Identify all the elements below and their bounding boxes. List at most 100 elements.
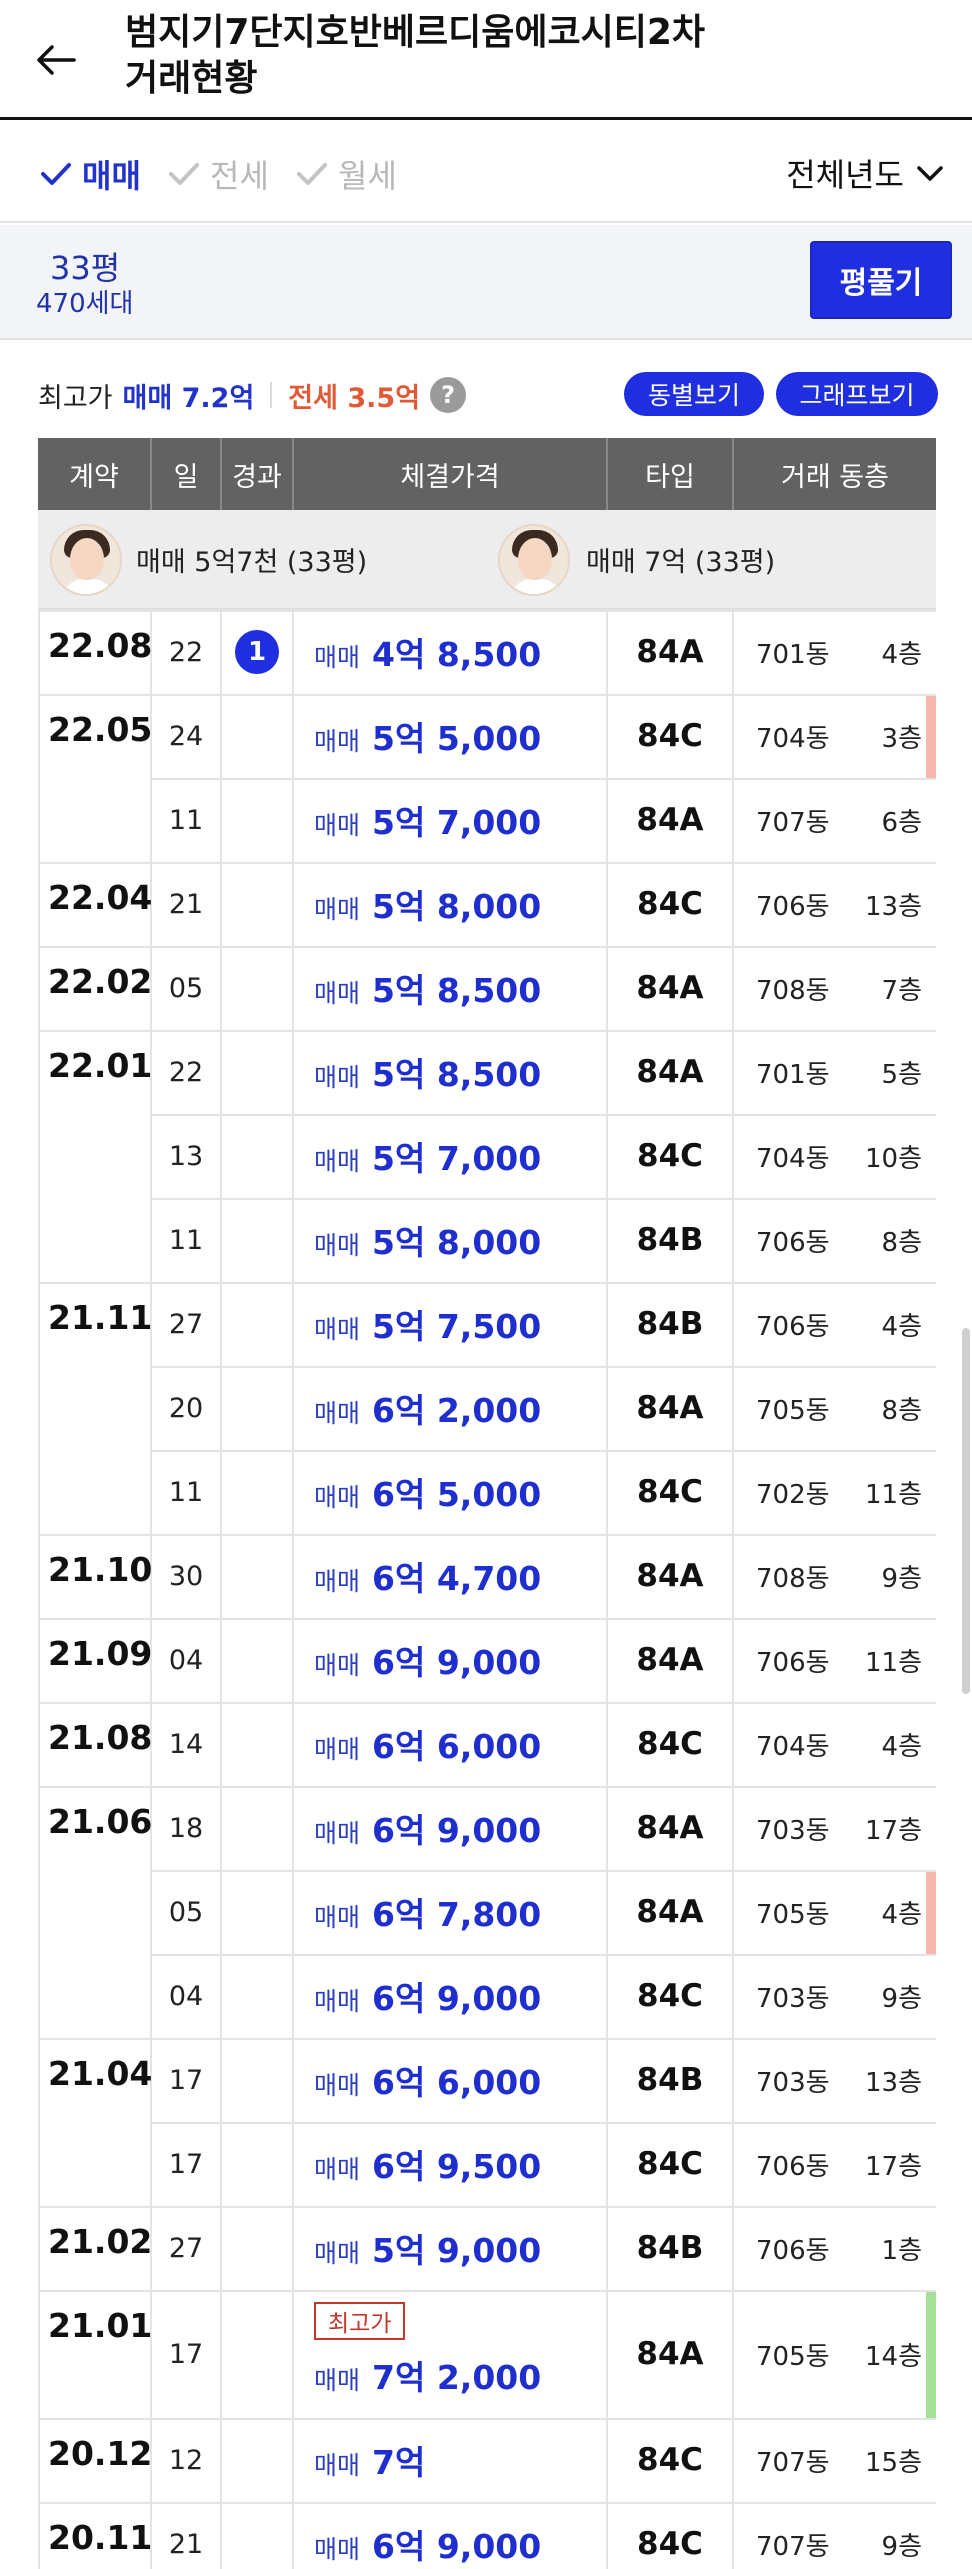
dong: 706동 — [756, 1311, 830, 1342]
table-row[interactable]: 21.08 14 매매 6억 6,000 84C 704동 4층 — [38, 1702, 936, 1786]
price-cell: 매매 6억 6,000 — [294, 1702, 608, 1786]
scrollbar-thumb[interactable] — [962, 1328, 970, 1694]
price-value: 5억 8,500 — [372, 971, 542, 1010]
graph-view-button[interactable]: 그래프보기 — [776, 372, 938, 416]
table-row[interactable]: 22.02 05 매매 5억 8,500 84A 708동 7층 — [38, 946, 936, 1030]
contract-month: 22.01 — [38, 1030, 152, 1114]
row-divider — [38, 2290, 936, 2292]
elapsed-cell — [222, 778, 294, 862]
tab-sale[interactable]: 매매 — [38, 151, 141, 197]
price-cell: 매매 6억 5,000 — [294, 1450, 608, 1534]
tab-jeonse[interactable]: 전세 — [166, 151, 269, 197]
elapsed-cell — [222, 1366, 294, 1450]
table-row[interactable]: 21.10 30 매매 6억 4,700 84A 708동 9층 — [38, 1534, 936, 1618]
avatar-body — [506, 578, 566, 594]
unit-type: 84C — [608, 2122, 734, 2206]
price-group: 매매 5억 8,500 — [314, 1048, 541, 1096]
table-row[interactable]: 13 매매 5억 7,000 84C 704동 10층 — [38, 1114, 936, 1198]
table-row[interactable]: 17 매매 6억 9,500 84C 706동 17층 — [38, 2122, 936, 2206]
unit-type: 84C — [608, 862, 734, 946]
table-left-border — [38, 1954, 40, 2038]
price-cell: 매매 7억 — [294, 2418, 608, 2502]
row-divider — [38, 862, 936, 864]
avatar — [50, 524, 122, 596]
price-group: 매매 6억 9,000 — [314, 1636, 541, 1684]
help-icon[interactable]: ? — [430, 377, 467, 413]
table-row[interactable]: 05 매매 6억 7,800 84A 705동 4층 — [38, 1870, 936, 1954]
pyeong-toggle-button[interactable]: 평풀기 — [810, 241, 952, 319]
unit-type: 84B — [608, 1198, 734, 1282]
col-type: 타입 — [608, 438, 734, 510]
price-cell: 매매 6억 2,000 — [294, 1366, 608, 1450]
dong-floor-cell: 706동 11층 — [734, 1618, 936, 1702]
by-dong-button[interactable]: 동별보기 — [624, 372, 764, 416]
contract-month — [38, 1450, 152, 1534]
elapsed-cell — [222, 1282, 294, 1366]
contract-month: 22.05 — [38, 694, 152, 778]
check-icon — [297, 163, 327, 185]
table-row[interactable]: 21.04 17 매매 6억 6,000 84B 703동 13층 — [38, 2038, 936, 2122]
table-row[interactable]: 22.04 21 매매 5억 8,000 84C 706동 13층 — [38, 862, 936, 946]
back-button[interactable] — [32, 30, 92, 90]
contract-day: 17 — [152, 2290, 222, 2418]
dong-floor-cell: 702동 11층 — [734, 1450, 936, 1534]
row-divider — [152, 2122, 936, 2124]
contract-day: 05 — [152, 946, 222, 1030]
table-row[interactable]: 21.06 18 매매 6억 9,000 84A 703동 17층 — [38, 1786, 936, 1870]
check-icon — [41, 163, 71, 185]
price-group: 매매 5억 7,500 — [314, 1300, 541, 1348]
dong-floor-cell: 706동 4층 — [734, 1282, 936, 1366]
unit-type: 84A — [608, 1366, 734, 1450]
table-row[interactable]: 21.01 17 최고가 매매 7억 2,000 84A 705동 14층 — [38, 2290, 936, 2418]
tab-sale-label: 매매 — [82, 157, 141, 195]
contract-month: 20.11 — [38, 2502, 152, 2569]
elapsed-cell — [222, 2502, 294, 2569]
price-value: 4억 8,500 — [372, 635, 542, 674]
table-row[interactable]: 22.01 22 매매 5억 8,500 84A 701동 5층 — [38, 1030, 936, 1114]
dong: 708동 — [756, 1563, 830, 1594]
elapsed-cell — [222, 1450, 294, 1534]
table-row[interactable]: 11 매매 6억 5,000 84C 702동 11층 — [38, 1450, 936, 1534]
table-left-border — [38, 1870, 40, 1954]
unit-type: 84B — [608, 2206, 734, 2290]
dong: 706동 — [756, 2235, 830, 2266]
row-divider — [38, 610, 936, 612]
price-value: 5억 7,000 — [372, 1139, 542, 1178]
year-select[interactable]: 전체년도 — [786, 149, 948, 197]
avatar-face — [518, 538, 552, 580]
price-kind: 매매 — [314, 1651, 361, 1680]
tab-jeonse-label: 전세 — [210, 157, 269, 195]
elapsed-cell — [222, 2418, 294, 2502]
table-row[interactable]: 11 매매 5억 7,000 84A 707동 6층 — [38, 778, 936, 862]
table-row[interactable]: 04 매매 6억 9,000 84C 703동 9층 — [38, 1954, 936, 2038]
table-row[interactable]: 20.12 12 매매 7억 84C 707동 15층 — [38, 2418, 936, 2502]
table-row[interactable]: 20.11 21 매매 6억 9,000 84C 707동 9층 — [38, 2502, 936, 2569]
table-left-border — [38, 1282, 40, 1366]
price-change-marker — [926, 2290, 936, 2418]
table-row[interactable]: 11 매매 5억 8,000 84B 706동 8층 — [38, 1198, 936, 1282]
price-cell: 매매 4억 8,500 — [294, 610, 608, 694]
table-row[interactable]: 21.02 27 매매 5억 9,000 84B 706동 1층 — [38, 2206, 936, 2290]
contract-day: 21 — [152, 2502, 222, 2569]
max-price-tag: 최고가 — [314, 2302, 406, 2340]
contract-month — [38, 1954, 152, 2038]
col-contract: 계약 — [38, 438, 152, 510]
avatar — [498, 524, 570, 596]
table-row[interactable]: 22.08 22 1 매매 4억 8,500 84A 701동 4층 — [38, 610, 936, 694]
table-row[interactable]: 22.05 24 매매 5억 5,000 84C 704동 3층 — [38, 694, 936, 778]
tab-monthly-rent[interactable]: 월세 — [294, 151, 397, 197]
price-value: 5억 7,000 — [372, 803, 542, 842]
table-left-border — [38, 1450, 40, 1534]
price-kind: 매매 — [314, 727, 361, 756]
unit-type: 84C — [608, 1954, 734, 2038]
elapsed-cell — [222, 2206, 294, 2290]
col-dong-floor: 거래 동층 — [781, 461, 889, 493]
summary-sale-max: 매매 7.2억 — [122, 382, 255, 414]
dong-floor-cell: 701동 4층 — [734, 610, 936, 694]
table-row[interactable]: 20 매매 6억 2,000 84A 705동 8층 — [38, 1366, 936, 1450]
table-row[interactable]: 21.09 04 매매 6억 9,000 84A 706동 11층 — [38, 1618, 936, 1702]
size-pyeong[interactable]: 33평 — [50, 249, 121, 287]
table-row[interactable]: 21.11 27 매매 5억 7,500 84B 706동 4층 — [38, 1282, 936, 1366]
floor: 4층 — [881, 639, 922, 670]
elapsed-cell — [222, 1198, 294, 1282]
